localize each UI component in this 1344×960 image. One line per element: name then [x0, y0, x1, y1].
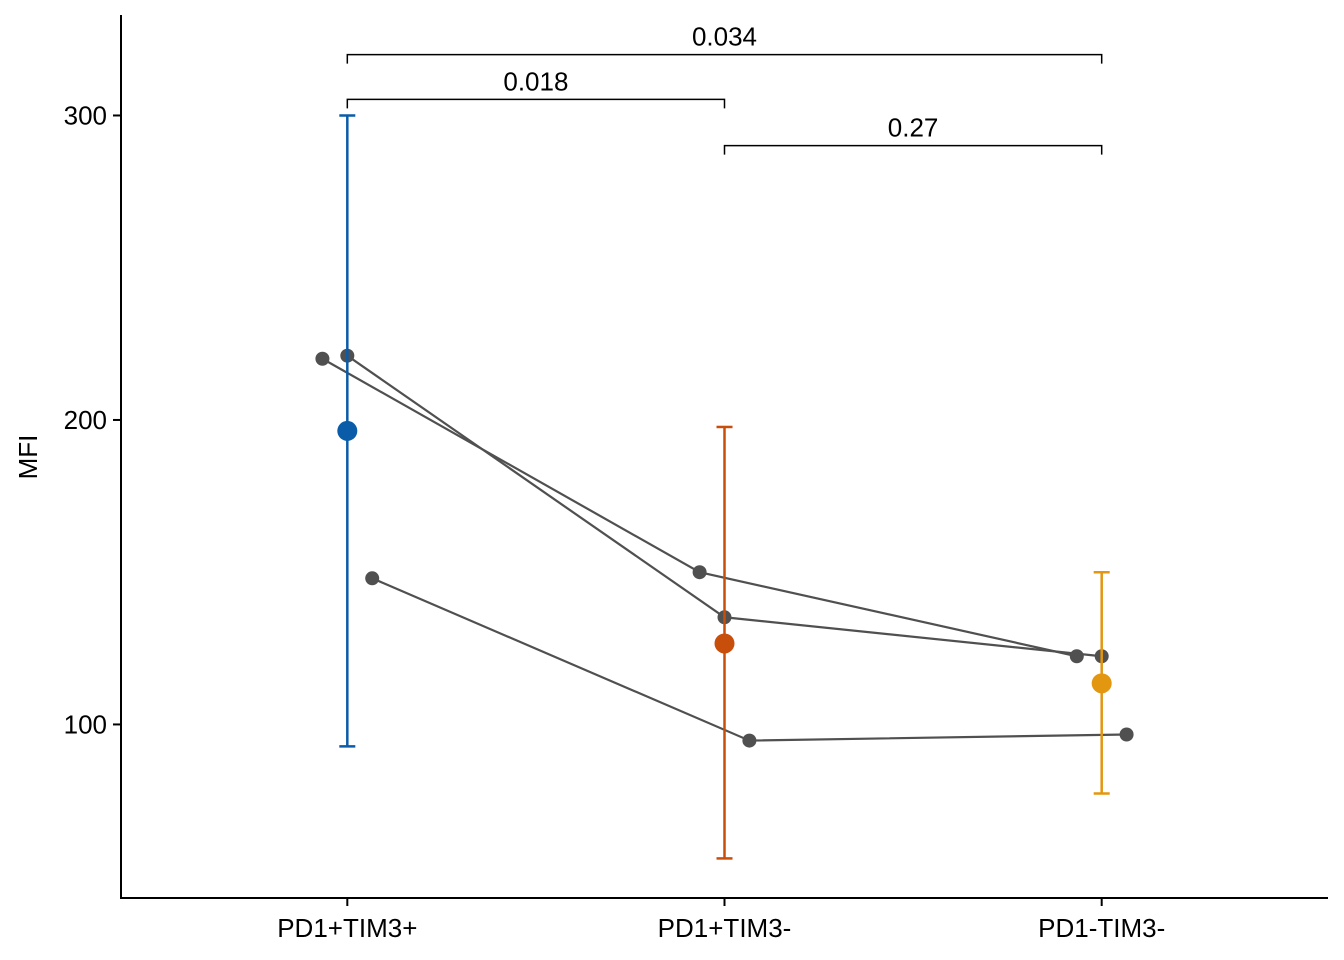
y-axis-label: MFI — [13, 435, 43, 480]
subject-line — [371, 577, 1127, 742]
significance-bracket — [346, 98, 726, 109]
mean-point — [337, 420, 358, 441]
x-tick-label: PD1-TIM3- — [1038, 913, 1165, 943]
subject-point — [1069, 649, 1084, 664]
y-ticks: 100 200 300 — [64, 100, 121, 739]
subject-point — [365, 571, 380, 586]
x-tick-label: PD1+TIM3+ — [277, 913, 417, 943]
p-value-label: 0.018 — [503, 66, 568, 96]
p-value-label: 0.034 — [692, 22, 757, 52]
x-ticks: PD1+TIM3+ PD1+TIM3- PD1-TIM3- — [277, 898, 1165, 943]
subject-point — [1119, 727, 1134, 742]
significance-bracket — [346, 53, 1103, 64]
y-tick-label: 200 — [64, 405, 107, 435]
p-value-label: 0.27 — [888, 113, 939, 143]
plot-marks: 0.034 0.018 0.27 — [315, 22, 1134, 860]
subject-point — [315, 351, 330, 366]
subject-line — [321, 357, 1078, 658]
y-tick-label: 300 — [64, 100, 107, 130]
subject-point — [692, 565, 707, 580]
significance-bracket — [723, 144, 1103, 155]
x-tick-label: PD1+TIM3- — [658, 913, 792, 943]
mean-point — [1091, 673, 1112, 694]
mean-point — [714, 633, 735, 654]
subject-point — [742, 733, 757, 748]
y-tick-label: 100 — [64, 709, 107, 739]
